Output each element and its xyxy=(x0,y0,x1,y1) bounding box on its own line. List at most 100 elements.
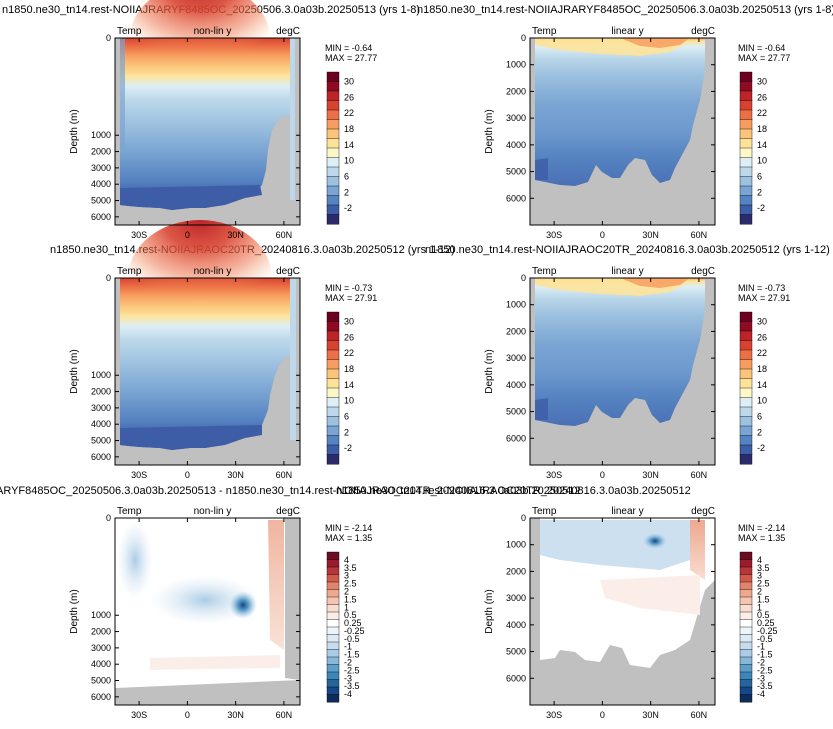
x-tick-label: 0 xyxy=(185,710,190,720)
colorbar-box xyxy=(739,604,753,613)
colorbar-label: 26 xyxy=(344,332,354,342)
y-axis-label: Depth (m) xyxy=(69,349,80,393)
colorbar-box xyxy=(326,626,340,636)
colorbar-box xyxy=(326,641,340,651)
colorbar-box xyxy=(739,686,753,696)
colorbar-label: -2 xyxy=(344,443,352,453)
colorbar-label: 26 xyxy=(344,92,354,102)
colorbar-box xyxy=(326,664,340,673)
colorbar-box xyxy=(739,195,753,206)
colorbar-label: 3 xyxy=(344,571,349,581)
colorbar-label: 2 xyxy=(757,187,762,197)
colorbar-box xyxy=(739,634,753,643)
scale-label: linear y xyxy=(611,26,643,37)
colorbar-box xyxy=(326,176,340,187)
plot-frame xyxy=(529,277,716,466)
units-label: degC xyxy=(691,506,715,517)
colorbar-label: -2.5 xyxy=(757,665,773,675)
colorbar-label: 30 xyxy=(757,77,767,87)
colorbar-box xyxy=(739,416,753,427)
colorbar-label: 2 xyxy=(344,586,349,596)
plot-frame xyxy=(529,37,716,226)
colorbar-box xyxy=(739,574,753,583)
colorbar-box xyxy=(739,397,753,408)
y-tick-label: 4000 xyxy=(506,620,526,630)
warm-pool xyxy=(620,38,690,48)
panel-full-nonlin-1 xyxy=(115,0,300,225)
cool-anomaly-upper xyxy=(540,520,700,570)
min-label: MIN = -0.73 xyxy=(325,283,372,293)
colorbar-label: 2 xyxy=(757,586,762,596)
colorbar-box xyxy=(739,311,753,323)
colorbar-label: 26 xyxy=(757,92,767,102)
colorbar-label: 2 xyxy=(757,427,762,437)
colorbar-box xyxy=(326,406,340,418)
plot-frame xyxy=(114,277,301,466)
arctic-column xyxy=(290,278,296,440)
x-tick-label: 30N xyxy=(642,230,659,240)
x-tick-label: 0 xyxy=(600,470,605,480)
y-tick-label: 1000 xyxy=(506,300,526,310)
colorbar-label: 6 xyxy=(344,412,349,422)
y-tick-label: 3000 xyxy=(506,353,526,363)
colorbar-box xyxy=(739,71,753,83)
x-tick-label: 30N xyxy=(227,710,244,720)
y-tick-label: 2000 xyxy=(506,566,526,576)
x-tick-label: 30N xyxy=(227,230,244,240)
y-tick-label: 2000 xyxy=(91,627,111,637)
colorbar-label: 2 xyxy=(344,187,349,197)
colorbar-box xyxy=(326,566,340,576)
panel-diff-lin xyxy=(530,518,715,705)
colorbar-box xyxy=(326,147,340,159)
y-tick-label: 0 xyxy=(521,33,526,43)
colorbar-box xyxy=(739,378,753,389)
colorbar-label: 14 xyxy=(757,380,767,390)
units-label: degC xyxy=(691,26,715,37)
y-tick-label: 4000 xyxy=(506,380,526,390)
min-label: MIN = -0.64 xyxy=(738,43,785,53)
y-tick-label: 6000 xyxy=(506,193,526,203)
arctic-column xyxy=(290,38,295,200)
panel-full-lin-2 xyxy=(530,278,715,465)
colorbar-box xyxy=(326,551,340,561)
y-tick-label: 1000 xyxy=(506,60,526,70)
temperature-field xyxy=(535,38,705,186)
x-tick-label: 30S xyxy=(131,230,147,240)
field-label: Temp xyxy=(117,506,142,517)
bottom-water xyxy=(535,398,548,420)
colorbar-box xyxy=(326,340,340,351)
scale-label: non-lin y xyxy=(194,506,232,517)
colorbar-box xyxy=(326,214,340,225)
colorbar-box xyxy=(326,195,340,206)
colorbar-label: 6 xyxy=(344,172,349,182)
colorbar-label: 1.5 xyxy=(757,594,770,604)
colorbar-box xyxy=(326,425,340,437)
scale-label: non-lin y xyxy=(194,266,232,277)
colorbar-box xyxy=(326,368,340,380)
colorbar-box xyxy=(739,581,753,591)
colorbar-box xyxy=(739,664,753,673)
colorbar-box xyxy=(326,81,340,92)
colorbar-box xyxy=(739,128,753,140)
colorbar-box xyxy=(739,157,753,168)
temperature-field xyxy=(535,278,705,426)
colorbar-box xyxy=(326,671,340,681)
colorbar-box xyxy=(739,147,753,159)
colorbar-box xyxy=(739,559,753,568)
y-tick-label: 4000 xyxy=(91,179,111,189)
scale-label: linear y xyxy=(611,506,643,517)
warm-anomaly-deep xyxy=(600,575,700,615)
colorbar-box xyxy=(326,321,340,332)
cool-anomaly-south xyxy=(117,520,153,600)
y-tick-label: 4000 xyxy=(91,659,111,669)
colorbar-box xyxy=(326,157,340,168)
x-tick-label: 60N xyxy=(276,230,293,240)
plot-frame xyxy=(114,37,301,226)
x-tick-label: 0 xyxy=(600,710,605,720)
max-label: MAX = 1.35 xyxy=(738,533,785,543)
warm-pool xyxy=(130,0,270,93)
colorbar-box xyxy=(326,378,340,389)
bottom-water xyxy=(120,425,262,450)
x-tick-label: 30N xyxy=(642,710,659,720)
colorbar-label: -1.5 xyxy=(344,650,360,660)
